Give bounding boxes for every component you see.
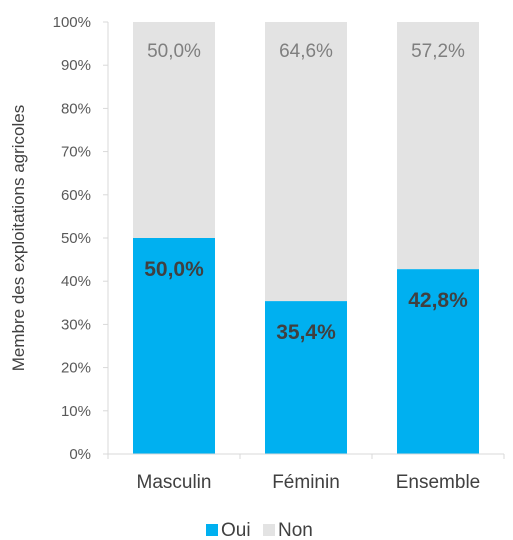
legend-label-0: Oui [221, 520, 251, 540]
legend-label-1: Non [278, 520, 313, 540]
y-tick-label: 80% [61, 100, 91, 117]
data-label-non-0: 50,0% [147, 41, 201, 62]
y-tick-label: 0% [69, 446, 91, 463]
bar-non-2 [397, 22, 479, 270]
data-label-oui-0: 50,0% [144, 258, 204, 281]
y-tick-label: 90% [61, 57, 91, 74]
bar-oui-0 [133, 238, 215, 454]
y-tick-label: 100% [53, 14, 91, 31]
legend-swatch-1 [263, 524, 275, 536]
bar-oui-2 [397, 269, 479, 454]
data-label-oui-1: 35,4% [276, 321, 336, 344]
bar-oui-1 [265, 301, 347, 454]
x-tick-label: Féminin [272, 472, 340, 493]
data-label-non-1: 64,6% [279, 41, 333, 62]
y-axis-title: Membre des exploitations agricoles [9, 105, 28, 371]
data-label-non-2: 57,2% [411, 41, 465, 62]
x-tick-label: Ensemble [396, 472, 481, 493]
y-tick-label: 60% [61, 187, 91, 204]
y-tick-label: 50% [61, 230, 91, 247]
bar-non-0 [133, 22, 215, 238]
y-tick-label: 20% [61, 360, 91, 377]
legend: Oui Non [206, 520, 313, 540]
y-tick-label: 10% [61, 403, 91, 420]
y-tick-label: 70% [61, 144, 91, 161]
y-tick-label: 40% [61, 273, 91, 290]
data-label-oui-2: 42,8% [408, 289, 468, 312]
y-tick-label: 30% [61, 316, 91, 333]
legend-swatch-0 [206, 524, 218, 536]
x-tick-label: Masculin [137, 472, 212, 493]
bar-non-1 [265, 22, 347, 302]
